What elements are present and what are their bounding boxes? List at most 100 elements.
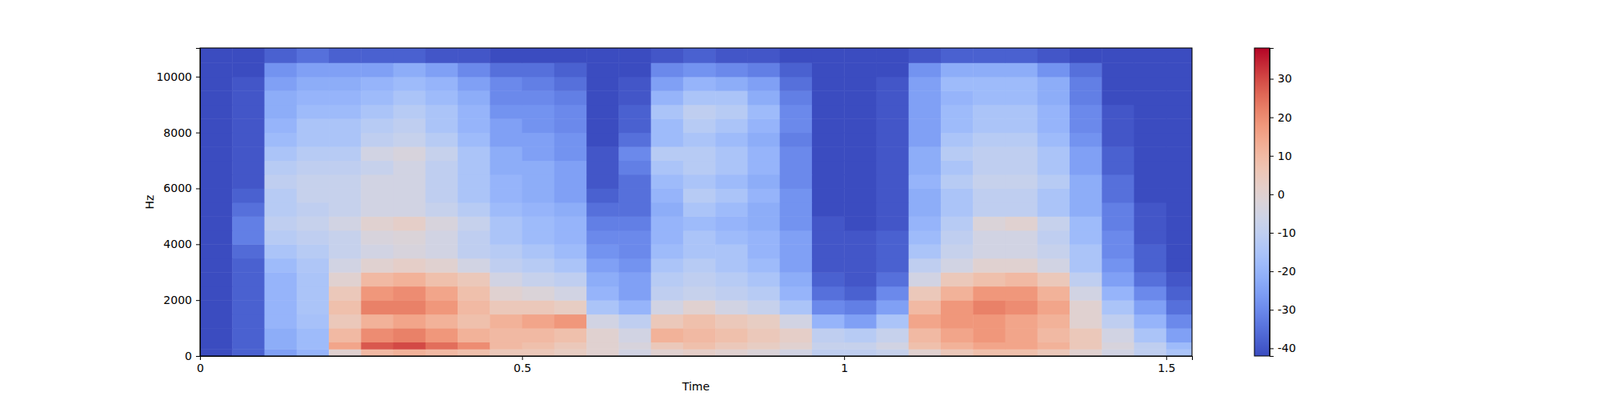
cell bbox=[1166, 174, 1192, 189]
cell bbox=[393, 258, 427, 273]
cell bbox=[780, 76, 813, 92]
cell bbox=[1037, 300, 1071, 315]
cell bbox=[1166, 272, 1192, 287]
cell bbox=[715, 76, 748, 92]
cell bbox=[328, 104, 362, 120]
cell bbox=[780, 272, 813, 287]
cell bbox=[618, 62, 652, 77]
cell bbox=[360, 132, 394, 148]
cell bbox=[328, 160, 362, 176]
cell bbox=[425, 160, 459, 176]
cell bbox=[1134, 216, 1168, 231]
cell bbox=[200, 160, 233, 176]
cell bbox=[1166, 348, 1192, 356]
cell bbox=[522, 314, 556, 329]
cell bbox=[683, 272, 716, 287]
cell bbox=[360, 90, 394, 105]
cell bbox=[876, 132, 909, 148]
cell bbox=[1037, 188, 1071, 203]
cell bbox=[618, 342, 652, 350]
cell bbox=[200, 104, 233, 120]
cell bbox=[651, 76, 684, 92]
cell bbox=[1037, 258, 1071, 273]
cell bbox=[1004, 188, 1038, 203]
cell bbox=[1069, 348, 1103, 356]
cell bbox=[780, 146, 813, 161]
cell bbox=[457, 348, 491, 356]
cell bbox=[1134, 230, 1168, 245]
cell bbox=[489, 62, 523, 77]
cell bbox=[940, 76, 974, 92]
cell bbox=[489, 342, 523, 350]
cell bbox=[683, 188, 716, 203]
cell bbox=[328, 62, 362, 77]
cell bbox=[972, 244, 1006, 259]
cell bbox=[328, 244, 362, 259]
cell bbox=[876, 146, 909, 161]
cell bbox=[1069, 174, 1103, 189]
cell bbox=[940, 342, 974, 350]
tick-label: 2000 bbox=[163, 293, 192, 307]
cell bbox=[328, 48, 362, 64]
cell bbox=[328, 202, 362, 217]
cell bbox=[715, 348, 748, 356]
cell bbox=[844, 104, 877, 120]
cell bbox=[200, 62, 233, 77]
cell bbox=[264, 132, 298, 148]
cell bbox=[200, 272, 233, 287]
cell bbox=[812, 230, 845, 245]
cell bbox=[264, 230, 298, 245]
cell bbox=[972, 174, 1006, 189]
cell bbox=[522, 230, 556, 245]
cell bbox=[232, 132, 265, 148]
cell bbox=[1037, 348, 1071, 356]
cell bbox=[457, 342, 491, 350]
cell bbox=[940, 48, 974, 64]
cell bbox=[844, 230, 877, 245]
cell bbox=[489, 160, 523, 176]
cell bbox=[747, 104, 780, 120]
cell bbox=[715, 216, 748, 231]
cell bbox=[683, 146, 716, 161]
cell bbox=[1101, 118, 1135, 133]
cell bbox=[425, 348, 459, 356]
cell bbox=[618, 76, 652, 92]
cell bbox=[586, 202, 620, 217]
cell bbox=[264, 160, 298, 176]
cell bbox=[586, 76, 620, 92]
cell bbox=[360, 174, 394, 189]
cell bbox=[554, 174, 588, 189]
cell bbox=[844, 328, 877, 343]
tick-mark bbox=[196, 76, 200, 78]
tick: 0 bbox=[1269, 188, 1285, 201]
cell bbox=[328, 76, 362, 92]
cell bbox=[457, 160, 491, 176]
cell bbox=[1134, 118, 1168, 133]
cell bbox=[554, 258, 588, 273]
cell bbox=[972, 188, 1006, 203]
cell bbox=[812, 328, 845, 343]
cell bbox=[393, 202, 427, 217]
tick-mark bbox=[1269, 194, 1274, 196]
cell bbox=[360, 160, 394, 176]
cell bbox=[522, 174, 556, 189]
cell bbox=[586, 48, 620, 64]
cell bbox=[264, 118, 298, 133]
cell bbox=[812, 160, 845, 176]
cell bbox=[618, 90, 652, 105]
cell bbox=[1069, 314, 1103, 329]
cell bbox=[296, 118, 330, 133]
cell bbox=[1166, 90, 1192, 105]
cell bbox=[972, 104, 1006, 120]
cell bbox=[844, 76, 877, 92]
cell bbox=[940, 174, 974, 189]
cell bbox=[554, 62, 588, 77]
cell bbox=[940, 230, 974, 245]
cell bbox=[618, 244, 652, 259]
cell bbox=[1101, 342, 1135, 350]
cell bbox=[1134, 188, 1168, 203]
cell bbox=[1004, 90, 1038, 105]
cell bbox=[586, 118, 620, 133]
cell bbox=[1004, 328, 1038, 343]
cell bbox=[1134, 76, 1168, 92]
